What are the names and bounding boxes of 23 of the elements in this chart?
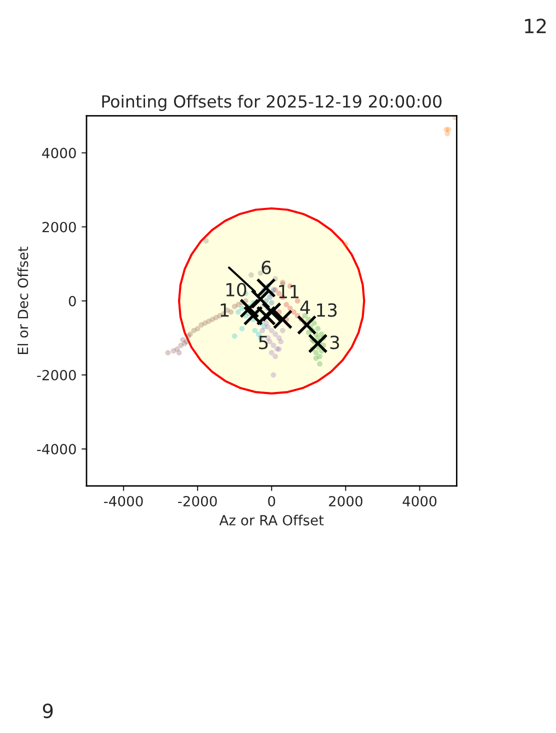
annotation: 5 (259, 336, 268, 350)
y-tick-label: 0 (68, 296, 76, 306)
annotation: 6 (262, 260, 271, 274)
x-tick-label: -4000 (104, 496, 143, 506)
annotation: 13 (317, 303, 337, 317)
y-tick-label: 2000 (42, 222, 76, 232)
annotation: 11 (279, 284, 298, 298)
x-tick-label: 0 (268, 496, 276, 506)
y-tick-label: 4000 (42, 148, 76, 158)
y-axis-title: El or Dec Offset (17, 246, 28, 354)
text: 12 (525, 18, 546, 34)
annotation: 1 (220, 303, 229, 317)
chart-title: Pointing Offsets for 2025-12-19 20:00:00 (102, 94, 442, 111)
y-tick-label: -4000 (37, 444, 76, 454)
x-tick-label: 2000 (328, 496, 362, 506)
y-tick-label: -2000 (37, 370, 76, 380)
x-tick-label: -2000 (178, 496, 217, 506)
x-axis-title: Az or RA Offset (219, 514, 324, 526)
annotation: 3 (330, 336, 340, 350)
text: 9 (42, 704, 53, 718)
annotation: 4 (300, 300, 310, 314)
x-tick-label: 4000 (402, 496, 436, 506)
annotation: 10 (226, 282, 246, 297)
